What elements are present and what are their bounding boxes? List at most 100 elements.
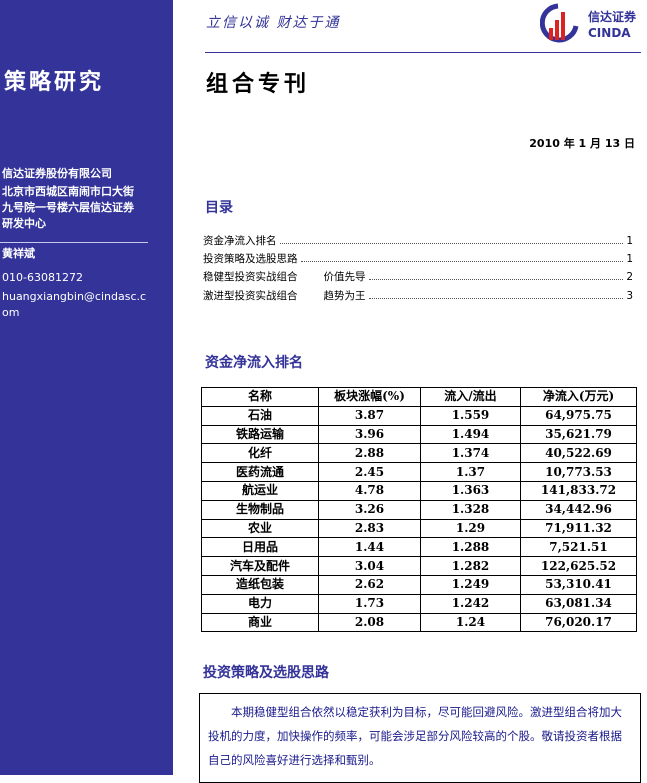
toc-label: 投资策略及选股思路 bbox=[203, 253, 298, 265]
address-line: 研发中心 bbox=[2, 217, 46, 230]
table-cell: 1.494 bbox=[420, 424, 521, 445]
table-cell: 1.374 bbox=[420, 443, 521, 464]
table-cell: 4.78 bbox=[318, 480, 421, 501]
table-row: 商业 2.08 1.24 76,020.17 bbox=[201, 612, 637, 633]
table-cell: 122,625.52 bbox=[520, 556, 637, 576]
table-cell: 农业 bbox=[201, 518, 319, 539]
table-cell: 63,081.34 bbox=[520, 593, 637, 614]
table-cell: 34,442.96 bbox=[520, 499, 637, 520]
toc-sub: 价值先导 bbox=[323, 271, 366, 283]
sidebar: 策略研究 信达证券股份有限公司 北京市西城区南闹市口大街 九号院一号楼六层信达证… bbox=[0, 0, 173, 775]
analyst-name: 黄祥斌 bbox=[2, 247, 35, 260]
table-row: 铁路运输 3.96 1.494 35,621.79 bbox=[201, 424, 637, 445]
toc-label: 稳健型投资实战组合 bbox=[203, 271, 298, 283]
table-row: 造纸包装 2.62 1.249 53,310.41 bbox=[201, 574, 637, 595]
table-cell: 3.26 bbox=[318, 499, 421, 520]
column-header: 板块涨幅(%) bbox=[318, 387, 421, 407]
header-divider bbox=[205, 52, 641, 53]
company-address: 北京市西城区南闹市口大街 九号院一号楼六层信达证券 研发中心 bbox=[2, 184, 134, 232]
address-line: 九号院一号楼六层信达证券 bbox=[2, 201, 134, 214]
table-cell: 1.288 bbox=[420, 537, 521, 558]
table-row: 生物制品 3.26 1.328 34,442.96 bbox=[201, 499, 637, 520]
table-cell: 汽车及配件 bbox=[201, 556, 319, 576]
table-cell: 76,020.17 bbox=[520, 612, 637, 633]
toc-item[interactable]: 稳健型投资实战组合 价值先导 2 bbox=[203, 269, 633, 287]
table-cell: 造纸包装 bbox=[201, 574, 319, 595]
email-line: huangxiangbin@cindasc.c bbox=[2, 290, 147, 303]
table-row: 石油 3.87 1.559 64,975.75 bbox=[201, 405, 637, 426]
column-header: 净流入(万元) bbox=[520, 387, 637, 407]
table-row: 医药流通 2.45 1.37 10,773.53 bbox=[201, 462, 637, 482]
table-cell: 7,521.51 bbox=[520, 537, 637, 558]
table-cell: 医药流通 bbox=[201, 462, 319, 482]
table-cell: 航运业 bbox=[201, 480, 319, 501]
table-cell: 141,833.72 bbox=[520, 480, 637, 501]
table-row: 化纤 2.88 1.374 40,522.69 bbox=[201, 443, 637, 464]
net-inflow-table: 名称 板块涨幅(%) 流入/流出 净流入(万元) 石油 3.87 1.559 64,9… bbox=[201, 387, 637, 633]
toc-item[interactable]: 激进型投资实战组合 趋势为王 3 bbox=[203, 288, 633, 306]
table-cell: 商业 bbox=[201, 612, 319, 633]
analyst-email[interactable]: huangxiangbin@cindasc.c om bbox=[2, 289, 146, 321]
table-cell: 2.08 bbox=[318, 612, 421, 633]
table-cell: 1.559 bbox=[420, 405, 521, 426]
column-header: 流入/流出 bbox=[420, 387, 521, 407]
strategy-text: 本期稳健型组合依然以稳定获利为目标，尽可能回避风险。激进型组合将加大投机的力度，… bbox=[199, 693, 641, 783]
toc-page: 3 bbox=[626, 290, 633, 302]
toc-page: 1 bbox=[626, 253, 633, 265]
report-date: 2010 年 1 月 13 日 bbox=[529, 137, 635, 150]
table-row: 汽车及配件 3.04 1.282 122,625.52 bbox=[201, 556, 637, 576]
table-cell: 3.04 bbox=[318, 556, 421, 576]
table-cell: 2.45 bbox=[318, 462, 421, 482]
section-heading: 资金净流入排名 bbox=[205, 355, 303, 371]
logo-en: CINDA bbox=[588, 26, 631, 40]
table-row: 农业 2.83 1.29 71,911.32 bbox=[201, 518, 637, 539]
table-cell: 1.242 bbox=[420, 593, 521, 614]
page-title: 组合专刊 bbox=[206, 71, 311, 97]
table-row: 航运业 4.78 1.363 141,833.72 bbox=[201, 480, 637, 501]
table-cell: 2.62 bbox=[318, 574, 421, 595]
table-cell: 3.96 bbox=[318, 424, 421, 445]
toc-page: 2 bbox=[626, 271, 633, 283]
table-cell: 64,975.75 bbox=[520, 405, 637, 426]
cinda-logo: 信达证券 CINDA bbox=[539, 2, 640, 44]
column-header: 名称 bbox=[201, 387, 319, 407]
toc-heading: 目录 bbox=[205, 200, 233, 216]
table-cell: 10,773.53 bbox=[520, 462, 637, 482]
table-cell: 1.328 bbox=[420, 499, 521, 520]
table-cell: 1.29 bbox=[420, 518, 521, 539]
address-line: 北京市西城区南闹市口大街 bbox=[2, 185, 134, 198]
table-cell: 53,310.41 bbox=[520, 574, 637, 595]
table-cell: 电力 bbox=[201, 593, 319, 614]
email-line: om bbox=[2, 306, 20, 319]
section-heading: 投资策略及选股思路 bbox=[203, 665, 329, 681]
table-cell: 1.73 bbox=[318, 593, 421, 614]
table-cell: 1.282 bbox=[420, 556, 521, 576]
table-row: 电力 1.73 1.242 63,081.34 bbox=[201, 593, 637, 614]
table-cell: 1.24 bbox=[420, 612, 521, 633]
table-cell: 生物制品 bbox=[201, 499, 319, 520]
toc-page: 1 bbox=[626, 235, 633, 247]
toc-item[interactable]: 投资策略及选股思路 1 bbox=[203, 251, 633, 269]
table-cell: 1.363 bbox=[420, 480, 521, 501]
logo-icon: 信达证券 CINDA bbox=[539, 3, 637, 43]
analyst-phone: 010-63081272 bbox=[2, 271, 83, 284]
motto: 立信以诚 财达于通 bbox=[206, 15, 341, 31]
toc-label: 激进型投资实战组合 bbox=[203, 290, 298, 302]
table-cell: 3.87 bbox=[318, 405, 421, 426]
logo-cn: 信达证券 bbox=[588, 9, 637, 24]
table-cell: 1.44 bbox=[318, 537, 421, 558]
table-cell: 1.249 bbox=[420, 574, 521, 595]
table-cell: 2.83 bbox=[318, 518, 421, 539]
toc-sub: 趋势为王 bbox=[323, 290, 366, 302]
company-name: 信达证券股份有限公司 bbox=[2, 167, 112, 180]
table-row: 日用品 1.44 1.288 7,521.51 bbox=[201, 537, 637, 558]
table-cell: 铁路运输 bbox=[201, 424, 319, 445]
table-cell: 35,621.79 bbox=[520, 424, 637, 445]
divider bbox=[0, 242, 148, 243]
toc-item[interactable]: 资金净流入排名 1 bbox=[203, 233, 633, 251]
report-category: 策略研究 bbox=[4, 69, 105, 95]
toc-label: 资金净流入排名 bbox=[203, 235, 277, 247]
table-cell: 1.37 bbox=[420, 462, 521, 482]
table-cell: 71,911.32 bbox=[520, 518, 637, 539]
table-cell: 40,522.69 bbox=[520, 443, 637, 464]
